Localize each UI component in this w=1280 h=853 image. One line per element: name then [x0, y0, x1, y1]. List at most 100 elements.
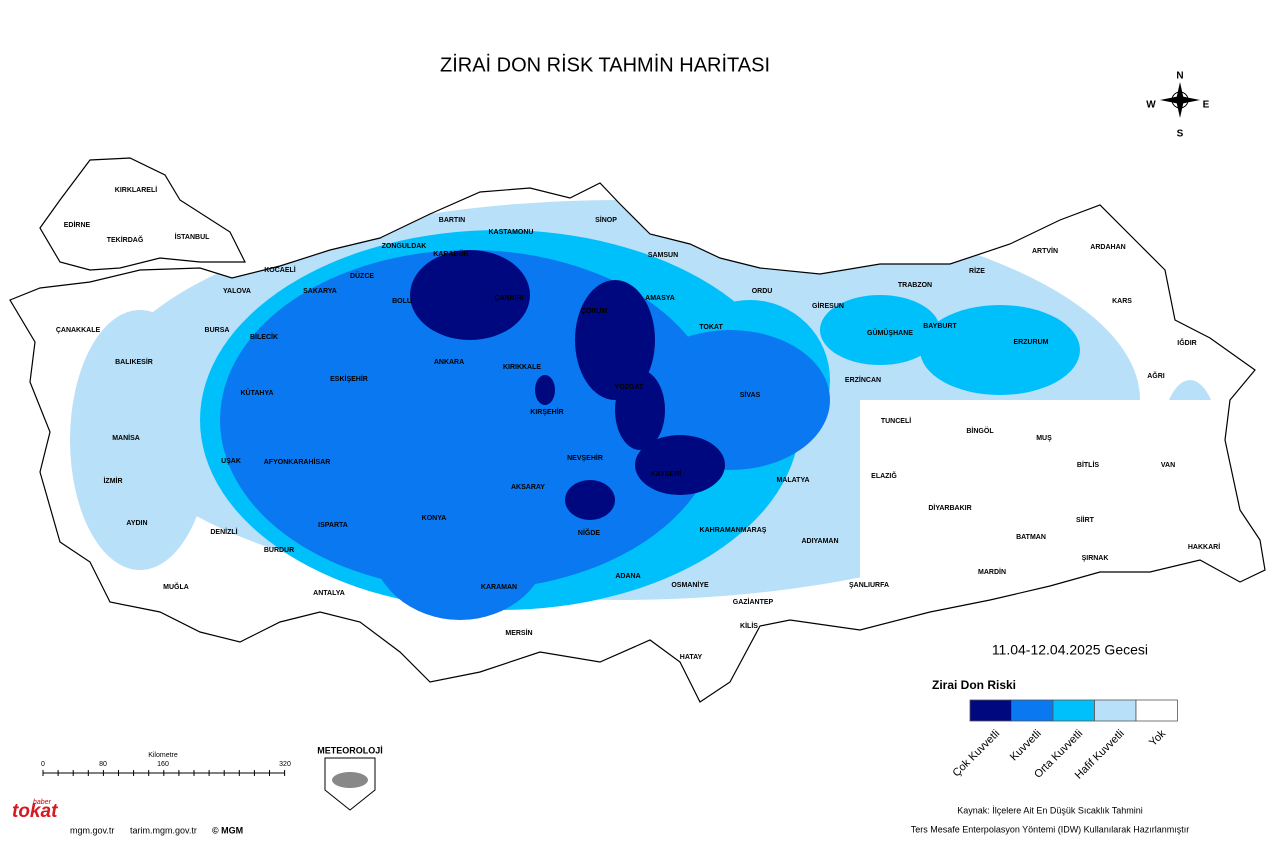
province-label: BOLU	[392, 298, 412, 305]
province-label: KÜTAHYA	[240, 388, 273, 397]
province-label: SAKARYA	[303, 288, 337, 295]
badge-top: haber	[33, 799, 52, 806]
province-label: BİNGÖL	[966, 426, 994, 435]
province-label: ÇORUM	[581, 308, 608, 315]
province-label: HATAY	[680, 654, 703, 661]
province-label: MANİSA	[112, 434, 140, 442]
province-label: GİRESUN	[812, 302, 844, 310]
method-text: Ters Mesafe Enterpolasyon Yöntemi (IDW) …	[911, 824, 1189, 834]
scale-bar: Kilometre 0 80 160 320	[41, 752, 291, 776]
province-label: SİNOP	[595, 216, 617, 224]
province-label: KIRKLARELİ	[115, 186, 157, 194]
province-label: KASTAMONU	[489, 229, 534, 236]
province-label: ŞIRNAK	[1082, 555, 1109, 562]
province-label: MALATYA	[776, 477, 809, 484]
province-label: NİĞDE	[578, 528, 601, 537]
country-outline	[9, 157, 1266, 703]
logo-text: METEOROLOJİ	[317, 745, 383, 755]
province-label: BAYBURT	[923, 323, 957, 330]
legend-swatch	[1011, 699, 1054, 722]
province-label: ANKARA	[434, 359, 464, 366]
compass: N S E W	[1146, 71, 1209, 140]
province-label: SİVAS	[740, 391, 761, 399]
province-label: YOZGAT	[615, 384, 644, 391]
compass-e: E	[1203, 100, 1210, 111]
province-label: DENİZLİ	[210, 528, 237, 536]
province-label: MERSİN	[505, 629, 532, 637]
province-label: BİTLİS	[1077, 461, 1099, 469]
province-label: BİLECİK	[250, 333, 278, 341]
legend-label: Kuvvetli	[1008, 728, 1044, 764]
province-label: KIRIKKALE	[503, 364, 541, 371]
province-label: KAHRAMANMARAŞ	[700, 527, 767, 534]
date-label: 11.04-12.04.2025 Gecesi	[992, 642, 1148, 658]
province-label: SİİRT	[1076, 516, 1095, 524]
province-label: MUŞ	[1036, 435, 1052, 442]
province-label: TOKAT	[699, 324, 723, 331]
province-label: MARDİN	[978, 568, 1006, 576]
scale-tick-label: 320	[279, 761, 291, 768]
province-label: BATMAN	[1016, 534, 1046, 541]
risk-areas	[10, 158, 1265, 702]
province-label: BURSA	[205, 327, 230, 334]
province-label: GÜMÜŞHANE	[867, 328, 913, 337]
province-label: AMASYA	[645, 295, 675, 302]
province-label: ARDAHAN	[1090, 244, 1125, 251]
legend-swatch	[1094, 699, 1137, 722]
province-label: AYDIN	[126, 520, 147, 527]
compass-n: N	[1176, 71, 1183, 82]
province-label: İZMİR	[103, 477, 122, 485]
province-label: TRABZON	[898, 282, 932, 289]
footer-link: mgm.gov.tr	[70, 825, 114, 835]
province-label: KİLİS	[740, 622, 758, 630]
province-label: HAKKARİ	[1188, 543, 1220, 551]
tokat-badge: haber tokat	[12, 799, 58, 822]
province-label: EDİRNE	[64, 221, 91, 229]
province-label: ZONGULDAK	[382, 243, 427, 250]
province-label: AFYONKARAHİSAR	[264, 458, 331, 466]
province-label: BARTIN	[439, 217, 465, 224]
province-label: ÇANAKKALE	[56, 327, 101, 334]
province-label: ARTVİN	[1032, 247, 1058, 255]
province-label: DİYARBAKIR	[928, 504, 971, 512]
province-label: UŞAK	[221, 458, 241, 465]
scale-title: Kilometre	[148, 752, 178, 759]
province-label: OSMANİYE	[671, 581, 709, 589]
legend-swatch	[1052, 699, 1095, 722]
province-label: KONYA	[422, 515, 447, 522]
province-label: ANTALYA	[313, 590, 345, 597]
province-label: ÇANKIRI	[494, 295, 523, 302]
province-label: ORDU	[752, 288, 773, 295]
province-label: KARABÜK	[433, 249, 468, 258]
province-label: ERZİNCAN	[845, 376, 881, 384]
legend-title: Zirai Don Riski	[932, 678, 1016, 692]
province-label: GAZİANTEP	[733, 598, 774, 606]
province-label: ADANA	[615, 573, 640, 580]
footer-links: mgm.gov.tr tarim.mgm.gov.tr © MGM	[70, 825, 243, 835]
province-label: AKSARAY	[511, 484, 545, 491]
province-label: VAN	[1161, 462, 1175, 469]
legend-label: Yok	[1147, 727, 1169, 749]
province-label: IĞDIR	[1177, 338, 1196, 347]
mgm-logo: METEOROLOJİ	[317, 745, 383, 811]
legend-label: Çok Kuvvetli	[950, 728, 1002, 780]
province-label: BALIKESİR	[115, 358, 153, 366]
province-label: DÜZCE	[350, 271, 374, 280]
map-title: ZİRAİ DON RİSK TAHMİN HARİTASI	[440, 53, 770, 76]
scale-tick-label: 80	[99, 761, 107, 768]
province-label: RİZE	[969, 267, 985, 275]
legend-swatch	[969, 699, 1012, 722]
province-label: ELAZIĞ	[871, 471, 897, 480]
compass-w: W	[1146, 100, 1156, 111]
province-label: KARS	[1112, 298, 1132, 305]
province-label: YALOVA	[223, 288, 251, 295]
province-label: KAYSERİ	[651, 470, 682, 478]
province-label: SAMSUN	[648, 252, 678, 259]
province-label: ERZURUM	[1014, 339, 1049, 346]
province-label: AĞRI	[1147, 371, 1165, 380]
legend-swatch	[1135, 699, 1178, 722]
province-label: ADIYAMAN	[801, 538, 838, 545]
